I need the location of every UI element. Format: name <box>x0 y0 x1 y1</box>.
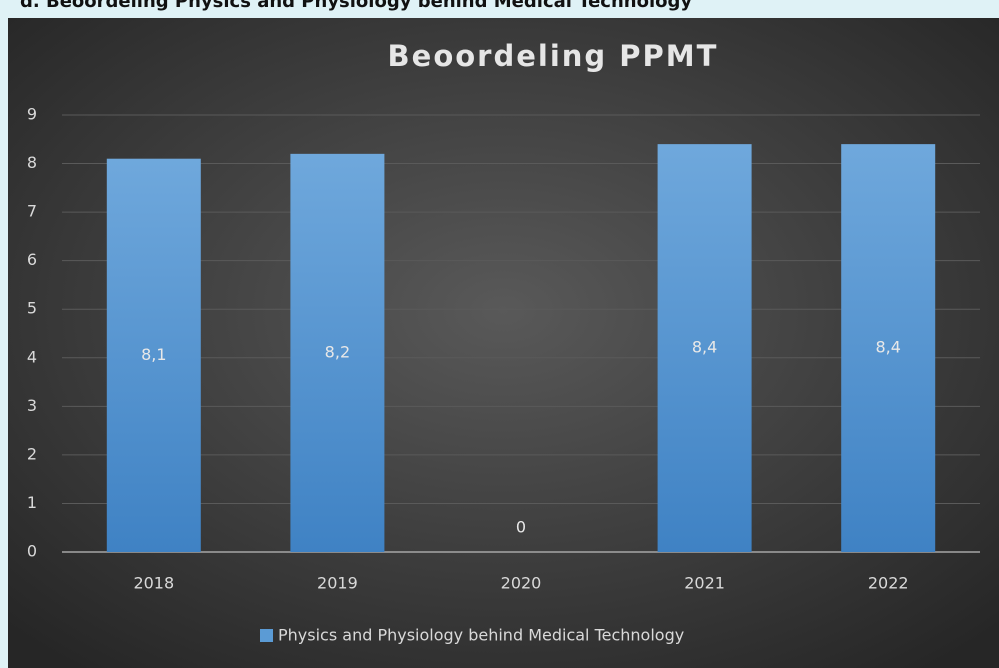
heading: d. Beoordeling Physics and Physiology be… <box>20 0 692 12</box>
legend-label: Physics and Physiology behind Medical Te… <box>278 626 684 645</box>
x-tick-label: 2021 <box>684 574 725 593</box>
chart-title: Beoordeling PPMT <box>388 39 719 73</box>
y-tick-label: 1 <box>27 493 37 512</box>
bar <box>106 158 201 552</box>
data-label: 8,2 <box>325 342 350 361</box>
y-tick-label: 3 <box>27 396 37 415</box>
y-tick-label: 8 <box>27 153 37 172</box>
y-tick-label: 7 <box>27 202 37 221</box>
x-tick-label: 2019 <box>317 574 358 593</box>
y-tick-label: 9 <box>27 105 37 124</box>
data-label: 8,4 <box>875 338 900 357</box>
data-label: 8,4 <box>692 338 717 357</box>
x-tick-label: 2018 <box>133 574 174 593</box>
x-tick-label: 2022 <box>868 574 909 593</box>
y-tick-label: 2 <box>27 444 37 463</box>
y-tick-label: 5 <box>27 299 37 318</box>
legend-swatch <box>260 629 273 642</box>
y-tick-label: 6 <box>27 250 37 269</box>
bar <box>657 144 752 552</box>
bar <box>290 153 385 552</box>
y-tick-label: 0 <box>27 542 37 561</box>
x-tick-label: 2020 <box>501 574 542 593</box>
y-tick-label: 4 <box>27 347 37 366</box>
bar <box>841 144 936 552</box>
data-label: 8,1 <box>141 345 166 364</box>
data-label: 0 <box>516 518 526 537</box>
